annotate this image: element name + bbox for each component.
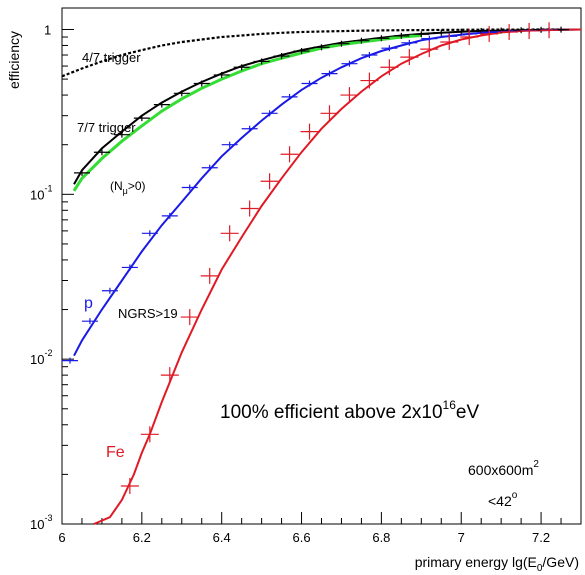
marker-p [201,164,218,171]
marker-fe [500,24,519,41]
marker-fe [520,22,539,39]
plot-frame [61,7,582,525]
y-tick-label: 10-2 [30,348,52,367]
marker-trigger77 [333,40,350,47]
marker-fe [260,173,279,190]
curve-trigger77 [73,28,582,185]
label-fe: Fe [106,444,125,461]
marker-fe [480,25,499,42]
marker-fe [200,267,219,284]
label-p: p [84,295,93,312]
marker-fe [340,87,359,104]
marker-trigger77 [293,48,310,55]
marker-trigger77 [193,80,210,87]
marker-p [161,212,178,219]
marker-p [121,264,138,271]
marker-fe [280,146,299,163]
marker-p [321,70,338,77]
marker-trigger77 [213,71,230,78]
marker-p [141,230,158,237]
marker-fe [460,29,479,46]
x-tick-label: 6.8 [372,530,390,545]
marker-p [381,45,398,52]
marker-fe [120,478,139,495]
label-area: 600x600m2 [468,459,539,478]
marker-p [61,357,78,364]
x-tick-label: 6 [58,530,65,545]
y-tick-label: 10-3 [30,513,52,532]
marker-p [341,60,358,67]
marker-p [261,110,278,117]
x-tick-label: 7.2 [532,530,550,545]
marker-trigger77 [353,37,370,44]
marker-p [101,287,118,294]
marker-trigger77 [393,32,410,39]
marker-trigger77 [113,131,130,138]
marker-fe [140,426,159,443]
label-trigger77: 7/7 trigger [77,120,136,135]
x-tick-label: 6.4 [213,530,231,545]
marker-trigger77 [133,115,150,122]
marker-fe [400,49,419,66]
x-axis-title: primary energy lg(E0/GeV) [415,554,579,574]
y-axis-title: efficiency [6,31,22,89]
marker-fe [440,33,459,50]
marker-p [281,93,298,100]
label-ngrs: NGRS>19 [118,306,178,321]
marker-p [421,35,438,42]
marker-trigger77 [313,44,330,51]
marker-trigger77 [253,58,270,65]
marker-fe [420,41,439,58]
x-tick-label: 6.2 [133,530,151,545]
marker-trigger77 [433,29,450,36]
label-trigger47: 4/7 trigger [82,50,141,65]
marker-trigger77 [233,64,250,71]
data-markers [61,22,570,495]
marker-trigger77 [153,101,170,108]
marker-p [241,125,258,132]
marker-trigger77 [173,90,190,97]
marker-trigger77 [373,35,390,42]
marker-p [401,39,418,46]
label-angle: <42o [488,490,518,509]
marker-fe [320,105,339,122]
x-tick-labels: 6 6.2 6.4 6.6 6.8 7 7.2 [58,530,550,545]
marker-trigger77 [273,53,290,60]
x-tick-label: 7 [458,530,465,545]
marker-trigger77 [413,31,430,38]
marker-p [81,318,98,325]
marker-fe [180,309,199,326]
curve-trigger47 [61,28,561,78]
marker-fe [300,123,319,140]
label-nmu: (Nμ>0) [110,179,146,196]
marker-trigger77 [73,169,90,176]
marker-fe [220,225,239,242]
curves [61,28,582,525]
label-efficient: 100% efficient above 2x1016eV [220,398,479,423]
marker-fe [540,22,559,39]
y-tick-labels: 10-3 10-2 10-1 1 [30,22,52,532]
marker-fe [240,200,259,217]
x-tick-label: 6.6 [292,530,310,545]
curve-fe [93,28,582,525]
marker-p [221,141,238,148]
marker-fe [360,72,379,89]
axis-ticks [61,28,582,525]
marker-p [181,184,198,191]
marker-p [361,52,378,59]
marker-fe [160,367,179,384]
marker-p [301,80,318,87]
marker-trigger77 [93,149,110,156]
y-tick-label: 10-1 [30,183,52,202]
marker-fe [380,59,399,76]
y-tick-label: 1 [44,22,51,37]
